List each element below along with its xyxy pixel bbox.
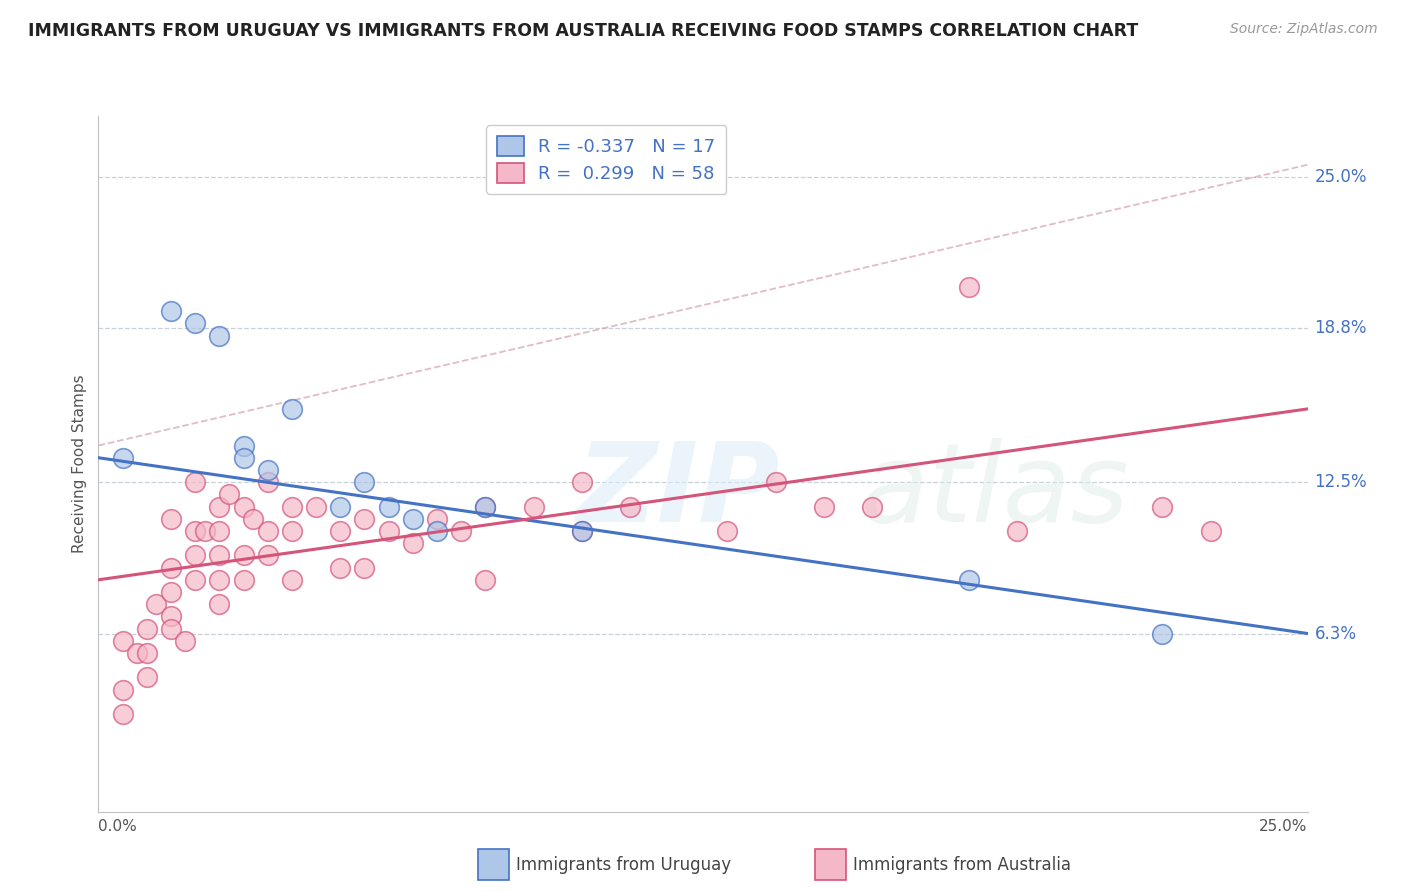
Point (232, 549, 254, 563)
Point (281, 500, 304, 514)
Point (111, 682, 134, 697)
Point (450, 524, 472, 538)
Point (765, 475, 787, 490)
Point (194, 524, 217, 538)
Point (281, 401, 304, 416)
Point (145, 597, 167, 611)
Point (474, 500, 496, 514)
Point (426, 512, 449, 526)
Text: Source: ZipAtlas.com: Source: ZipAtlas.com (1230, 22, 1378, 37)
Point (135, 622, 157, 636)
Point (1152, 626, 1174, 640)
Point (160, 512, 183, 526)
Point (402, 512, 425, 526)
Point (377, 500, 399, 514)
Point (716, 524, 738, 538)
Point (160, 609, 183, 624)
Text: 25.0%: 25.0% (1260, 819, 1308, 834)
Point (957, 573, 980, 587)
Y-axis label: Receiving Food Stamps: Receiving Food Stamps (72, 375, 87, 553)
Point (160, 622, 183, 636)
Point (957, 280, 980, 294)
Point (474, 573, 496, 587)
Point (111, 450, 134, 465)
Text: IMMIGRANTS FROM URUGUAY VS IMMIGRANTS FROM AUSTRALIA RECEIVING FOOD STAMPS CORRE: IMMIGRANTS FROM URUGUAY VS IMMIGRANTS FR… (28, 22, 1139, 40)
Point (256, 475, 278, 490)
Point (860, 500, 883, 514)
Point (523, 500, 546, 514)
Point (353, 475, 375, 490)
Text: 25.0%: 25.0% (1315, 168, 1367, 186)
Point (305, 500, 328, 514)
Legend: R = -0.337   N = 17, R =  0.299   N = 58: R = -0.337 N = 17, R = 0.299 N = 58 (486, 125, 727, 194)
Point (571, 524, 593, 538)
Point (184, 524, 207, 538)
Point (135, 646, 157, 660)
Text: 6.3%: 6.3% (1315, 624, 1357, 642)
Point (160, 304, 183, 318)
Point (1007, 524, 1029, 538)
Point (208, 597, 231, 611)
Text: Immigrants from Australia: Immigrants from Australia (853, 856, 1071, 874)
Point (571, 524, 593, 538)
Point (135, 670, 157, 684)
Point (208, 500, 231, 514)
Point (242, 512, 264, 526)
Point (256, 549, 278, 563)
Point (160, 585, 183, 599)
Point (813, 500, 835, 514)
Point (127, 646, 149, 660)
Point (256, 524, 278, 538)
Point (184, 549, 207, 563)
Point (160, 560, 183, 574)
Point (111, 707, 134, 722)
Text: 18.8%: 18.8% (1315, 319, 1367, 337)
Point (1152, 500, 1174, 514)
Point (184, 573, 207, 587)
Point (426, 524, 449, 538)
Point (377, 524, 399, 538)
Point (232, 500, 254, 514)
Point (281, 573, 304, 587)
Point (208, 328, 231, 343)
Point (232, 438, 254, 452)
Point (232, 573, 254, 587)
Point (329, 524, 352, 538)
Text: Immigrants from Uruguay: Immigrants from Uruguay (516, 856, 731, 874)
Point (174, 633, 197, 648)
Point (281, 524, 304, 538)
Point (329, 560, 352, 574)
Point (208, 524, 231, 538)
Text: atlas: atlas (860, 438, 1129, 545)
Point (402, 536, 425, 550)
Point (1199, 524, 1222, 538)
Text: ZIP: ZIP (576, 438, 780, 545)
Point (208, 549, 231, 563)
Point (329, 500, 352, 514)
Point (256, 463, 278, 477)
Point (353, 512, 375, 526)
Point (474, 500, 496, 514)
Point (111, 633, 134, 648)
Point (184, 475, 207, 490)
Point (232, 450, 254, 465)
Text: 12.5%: 12.5% (1315, 473, 1367, 491)
Point (218, 487, 240, 501)
Point (208, 573, 231, 587)
Point (184, 317, 207, 331)
Point (571, 475, 593, 490)
Point (353, 560, 375, 574)
Text: 0.0%: 0.0% (98, 819, 138, 834)
Point (619, 500, 641, 514)
